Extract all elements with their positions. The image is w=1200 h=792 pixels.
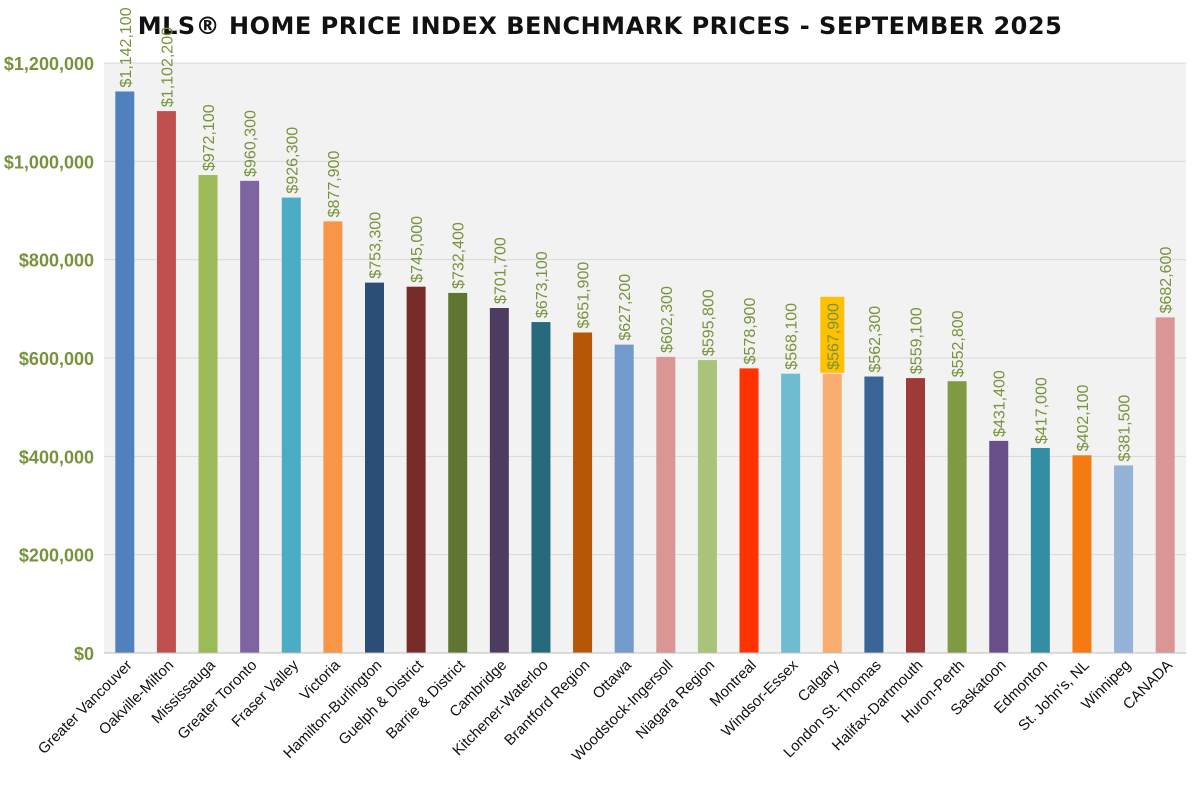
chart-title: MLS® HOME PRICE INDEX BENCHMARK PRICES -… [137, 12, 1063, 40]
data-label: $972,100 [201, 104, 218, 171]
bar [240, 180, 260, 654]
data-label: $926,300 [284, 127, 301, 194]
bar [448, 292, 468, 653]
y-tick-label: $400,000 [19, 447, 94, 467]
bar [365, 282, 384, 653]
bar [864, 376, 884, 653]
data-label: $562,300 [867, 306, 884, 373]
bar [1155, 317, 1175, 653]
bar [656, 356, 676, 653]
data-label: $673,100 [534, 251, 551, 318]
y-tick-label: $600,000 [19, 349, 94, 369]
bar [614, 344, 634, 653]
x-tick-label: Windsor-Essex [718, 656, 802, 740]
bar [573, 332, 593, 653]
bar [281, 197, 301, 654]
bar [739, 368, 759, 653]
y-tick-label: $200,000 [19, 546, 94, 566]
data-label: $753,300 [368, 212, 385, 279]
bar [822, 373, 842, 653]
bar [115, 91, 135, 653]
data-label: $417,000 [1033, 377, 1050, 444]
data-label: $701,700 [492, 237, 509, 304]
bar [323, 221, 343, 653]
bar [531, 322, 551, 653]
bar [947, 381, 967, 653]
data-label: $578,900 [742, 298, 759, 365]
data-label: $567,900 [825, 303, 842, 370]
data-label: $1,142,100 [118, 7, 135, 87]
bar [406, 286, 426, 653]
data-label: $402,100 [1075, 384, 1092, 451]
data-label: $627,200 [617, 274, 634, 341]
data-label: $559,100 [909, 307, 926, 374]
data-label: $602,300 [659, 286, 676, 353]
bar [781, 373, 801, 653]
data-label: $877,900 [326, 151, 343, 218]
bar [489, 307, 509, 653]
data-label: $431,400 [992, 370, 1009, 437]
bar [989, 440, 1009, 653]
data-label: $732,400 [451, 222, 468, 289]
bar [1072, 455, 1092, 653]
data-label: $651,900 [576, 262, 593, 329]
y-tick-label: $1,200,000 [4, 54, 94, 74]
bar [198, 175, 218, 653]
bar [1114, 465, 1134, 653]
bar [906, 378, 925, 653]
bar [1030, 447, 1050, 653]
bar [697, 360, 717, 653]
data-label: $552,800 [950, 310, 967, 377]
highlight-box [820, 296, 845, 373]
data-label: $595,800 [700, 289, 717, 356]
data-label: $1,102,200 [159, 27, 176, 107]
data-label: $960,300 [243, 110, 260, 177]
y-tick-label: $1,000,000 [4, 152, 94, 172]
data-label: $568,100 [784, 303, 801, 370]
data-label: $745,000 [409, 216, 426, 283]
y-tick-label: $800,000 [19, 251, 94, 271]
y-tick-label: $0 [74, 644, 94, 664]
data-label: $381,500 [1117, 395, 1134, 462]
data-label: $682,600 [1158, 247, 1175, 314]
bar [156, 111, 176, 653]
